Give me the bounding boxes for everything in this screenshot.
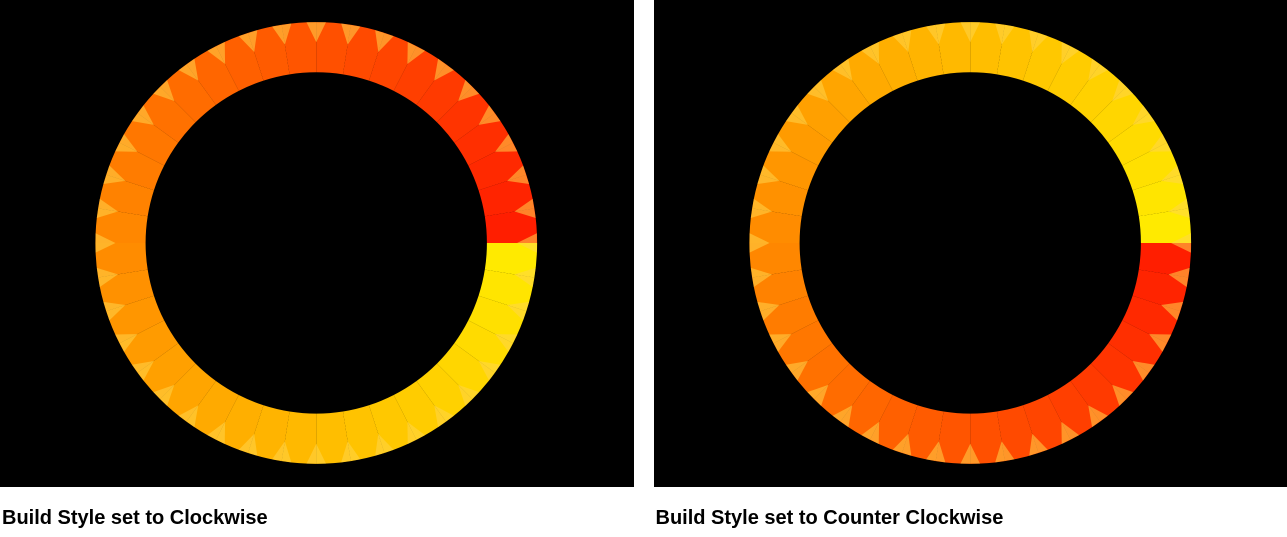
ring-svg bbox=[0, 0, 634, 487]
panel-counter-clockwise: Build Style set to Counter Clockwise bbox=[654, 0, 1287, 530]
ring-svg bbox=[654, 0, 1287, 487]
canvas-clockwise bbox=[0, 0, 634, 487]
figure-row: Build Style set to Clockwise Build Style… bbox=[0, 0, 1287, 530]
panel-clockwise: Build Style set to Clockwise bbox=[0, 0, 634, 530]
caption-counter-clockwise: Build Style set to Counter Clockwise bbox=[656, 507, 1287, 530]
canvas-counter-clockwise bbox=[654, 0, 1287, 487]
caption-clockwise: Build Style set to Clockwise bbox=[2, 507, 634, 530]
